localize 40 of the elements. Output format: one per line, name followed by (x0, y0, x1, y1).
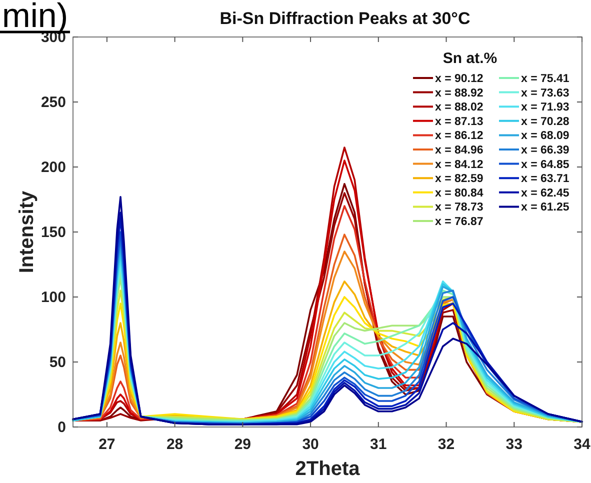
x-tick-label: 34 (574, 436, 591, 453)
legend-title: Sn at.% (442, 50, 498, 67)
x-axis-title: 2Theta (295, 458, 361, 480)
legend-label: x = 68.09 (521, 130, 570, 142)
legend-label: x = 63.71 (521, 173, 570, 186)
legend-label: x = 87.13 (435, 116, 484, 128)
legend-label: x = 78.73 (435, 202, 484, 214)
legend-label: x = 62.45 (521, 187, 570, 200)
legend-label: x = 88.92 (435, 87, 484, 100)
x-tick-label: 32 (438, 436, 455, 453)
chart-title: Bi-Sn Diffraction Peaks at 30°C (220, 9, 470, 28)
y-tick-label: 250 (40, 94, 66, 111)
legend-label: x = 88.02 (435, 102, 484, 114)
y-tick-label: 50 (49, 354, 66, 371)
x-tick-label: 28 (166, 436, 184, 453)
legend-label: x = 66.39 (521, 144, 570, 156)
legend-label: x = 70.28 (521, 116, 570, 128)
x-tick-label: 29 (234, 436, 252, 453)
legend-label: x = 84.12 (435, 158, 484, 171)
legend-label: x = 64.85 (521, 158, 570, 171)
legend-label: x = 61.25 (521, 202, 570, 214)
y-tick-label: 0 (58, 419, 66, 436)
legend-label: x = 80.84 (435, 187, 484, 200)
legend-label: x = 76.87 (435, 216, 484, 228)
legend-label: x = 86.12 (435, 130, 484, 142)
x-tick-label: 27 (98, 436, 116, 453)
y-axis-title: Intensity (16, 190, 38, 274)
x-tick-label: 31 (370, 436, 387, 453)
legend-label: x = 82.59 (435, 173, 484, 186)
y-tick-label: 150 (40, 224, 66, 241)
legend-label: x = 71.93 (521, 102, 570, 114)
legend-label: x = 84.96 (435, 144, 484, 156)
y-tick-label: 200 (40, 159, 66, 176)
y-tick-label: 100 (40, 289, 66, 306)
x-tick-label: 30 (302, 436, 319, 453)
legend-label: x = 90.12 (435, 73, 484, 85)
legend-label: x = 73.63 (521, 87, 570, 100)
legend-label: x = 75.41 (521, 73, 570, 85)
text: min) (2, 0, 68, 35)
x-tick-label: 33 (506, 436, 522, 453)
